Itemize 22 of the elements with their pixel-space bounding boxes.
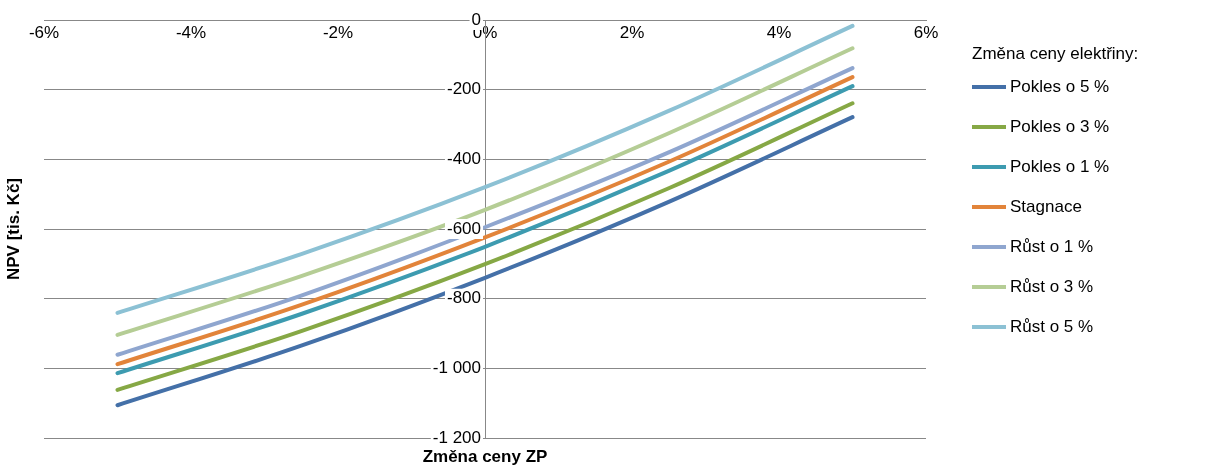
x-tick-label: 4% <box>766 22 792 42</box>
x-axis-title: Změna ceny ZP <box>422 447 548 467</box>
y-tick-label: -400 <box>446 149 481 169</box>
y-axis-title: NPV [tis. Kč] <box>3 177 23 281</box>
legend-title: Změna ceny elektřiny: <box>972 44 1139 64</box>
y-tick-label: -600 <box>446 218 481 238</box>
y-tick-label: -1 200 <box>432 427 481 447</box>
y-tick-label: -800 <box>446 288 481 308</box>
x-tick-label: -2% <box>322 22 354 42</box>
x-tick-label: -4% <box>175 22 207 42</box>
legend-label: Stagnace <box>1010 197 1082 217</box>
x-tick-label: 2% <box>619 22 645 42</box>
legend-label: Růst o 3 % <box>1010 277 1094 297</box>
legend-label: Růst o 5 % <box>1010 317 1094 337</box>
legend-label: Růst o 1 % <box>1010 237 1094 257</box>
y-tick-label: -200 <box>446 79 481 99</box>
y-tick-label: -1 000 <box>432 358 481 378</box>
legend-label: Pokles o 5 % <box>1010 77 1110 97</box>
x-tick-label: -6% <box>28 22 60 42</box>
x-tick-label: 6% <box>913 22 939 42</box>
legend-label: Pokles o 3 % <box>1010 117 1110 137</box>
legend-label: Pokles o 1 % <box>1010 157 1110 177</box>
